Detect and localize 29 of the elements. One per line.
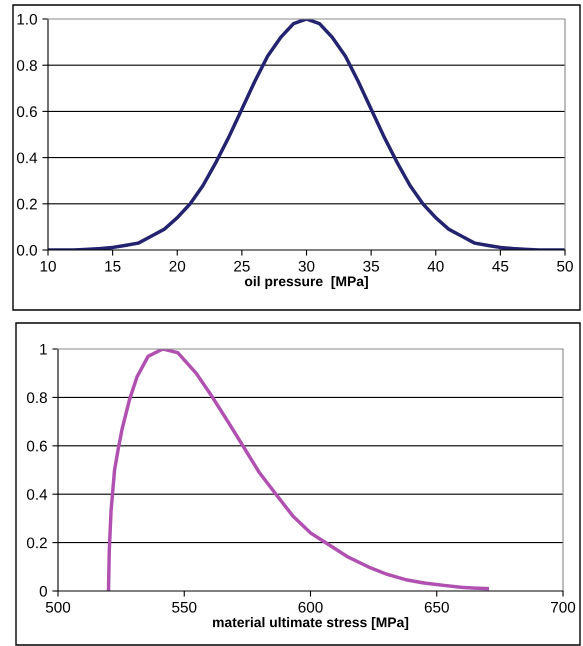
y-tick-label: 0.6 — [16, 106, 37, 118]
x-axis-title: material ultimate stress [MPa] — [213, 617, 408, 630]
x-axis-title: oil pressure [MPa] — [244, 276, 368, 289]
y-tick-label: 1.0 — [18, 14, 37, 25]
y-tick-label: 0.4 — [16, 152, 38, 164]
y-tick-label: 0.0 — [16, 244, 37, 256]
x-tick-label: 45 — [492, 260, 508, 272]
x-tick-label: 15 — [105, 260, 120, 272]
x-tick-label: 550 — [172, 602, 196, 613]
x-tick-label: 650 — [424, 602, 449, 613]
x-tick-label: 600 — [298, 602, 323, 613]
x-tick-label: 35 — [363, 260, 379, 272]
y-tick-label: 0.2 — [26, 537, 47, 548]
x-tick-label: 700 — [551, 602, 576, 613]
x-tick-label: 40 — [428, 260, 444, 272]
x-tick-label: 50 — [557, 260, 573, 272]
y-tick-label: 0.4 — [26, 489, 48, 500]
y-tick-label: 1 — [40, 344, 47, 355]
y-tick-label: 0.8 — [16, 60, 37, 71]
y-tick-label: 0.2 — [16, 198, 37, 210]
x-tick-label: 10 — [40, 260, 56, 272]
y-tick-label: 0 — [40, 586, 47, 597]
x-tick-label: 25 — [234, 260, 250, 272]
y-tick-label: 0.6 — [26, 440, 47, 452]
line-series — [106, 349, 489, 591]
x-tick-label: 30 — [298, 260, 314, 272]
x-tick-label: 500 — [46, 602, 70, 613]
y-tick-label: 0.8 — [26, 392, 47, 404]
x-tick-label: 20 — [170, 260, 186, 272]
